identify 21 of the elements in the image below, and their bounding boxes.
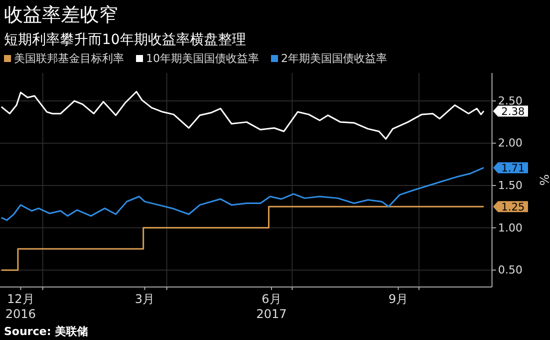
- annotation: 1.25: [501, 202, 525, 214]
- legend-label: 2年期美国国债收益率: [281, 52, 387, 65]
- source-note: Source: 美联储: [4, 325, 88, 338]
- y-tick-label: 1.00: [498, 221, 522, 234]
- x-tick-label: 9月: [388, 292, 408, 306]
- line-series: [0, 166, 484, 221]
- y-axis-title: %: [537, 174, 550, 186]
- y-tick-label: 1.50: [498, 179, 522, 192]
- chart-title: 收益率差收窄: [4, 4, 118, 26]
- x-tick-label: 3月: [134, 292, 155, 306]
- y-tick-label: 2.00: [498, 136, 522, 150]
- legend-label: 10年期美国国债收益率: [146, 52, 259, 65]
- line-series: [0, 90, 484, 140]
- chart-subtitle: 短期利率攀升而10年期收益率横盘整理: [4, 32, 246, 48]
- annotation: 2.38: [501, 106, 525, 118]
- y-tick-label: 0.50: [498, 264, 522, 277]
- annotation: 1.71: [501, 162, 525, 175]
- legend-label: 美国联邦基金目标利率: [14, 52, 124, 65]
- x-tick-label: 12月 2016: [5, 292, 36, 321]
- x-tick-label: 6月 2017: [256, 292, 287, 321]
- y-tick-label: 2.50: [498, 94, 522, 108]
